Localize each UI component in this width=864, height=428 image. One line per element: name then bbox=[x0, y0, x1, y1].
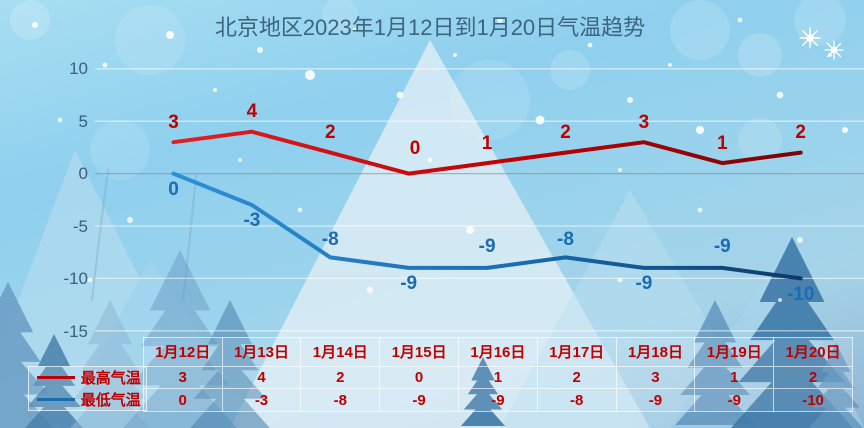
svg-text:-10: -10 bbox=[787, 284, 814, 305]
svg-text:5: 5 bbox=[79, 112, 88, 131]
svg-text:1: 1 bbox=[482, 133, 493, 154]
svg-text:-10: -10 bbox=[63, 269, 88, 288]
svg-text:2: 2 bbox=[795, 122, 806, 143]
svg-text:4: 4 bbox=[247, 101, 258, 122]
svg-text:-8: -8 bbox=[557, 229, 574, 250]
svg-text:-5: -5 bbox=[73, 217, 88, 236]
svg-text:3: 3 bbox=[639, 112, 650, 133]
svg-text:-9: -9 bbox=[714, 236, 731, 257]
svg-text:2: 2 bbox=[560, 122, 571, 143]
svg-text:北京地区2023年1月12日到1月20日气温趋势: 北京地区2023年1月12日到1月20日气温趋势 bbox=[215, 15, 645, 40]
svg-text:-15: -15 bbox=[63, 322, 88, 341]
svg-text:0: 0 bbox=[168, 179, 179, 200]
svg-text:-9: -9 bbox=[635, 273, 652, 294]
svg-text:1: 1 bbox=[717, 133, 728, 154]
svg-text:2: 2 bbox=[325, 122, 336, 143]
svg-text:0: 0 bbox=[79, 164, 88, 183]
svg-text:-3: -3 bbox=[243, 210, 260, 231]
svg-text:-8: -8 bbox=[322, 229, 339, 250]
svg-text:-9: -9 bbox=[400, 273, 417, 294]
svg-text:10: 10 bbox=[69, 59, 88, 78]
svg-text:-9: -9 bbox=[479, 236, 496, 257]
svg-text:3: 3 bbox=[168, 112, 179, 133]
svg-text:0: 0 bbox=[410, 138, 421, 159]
